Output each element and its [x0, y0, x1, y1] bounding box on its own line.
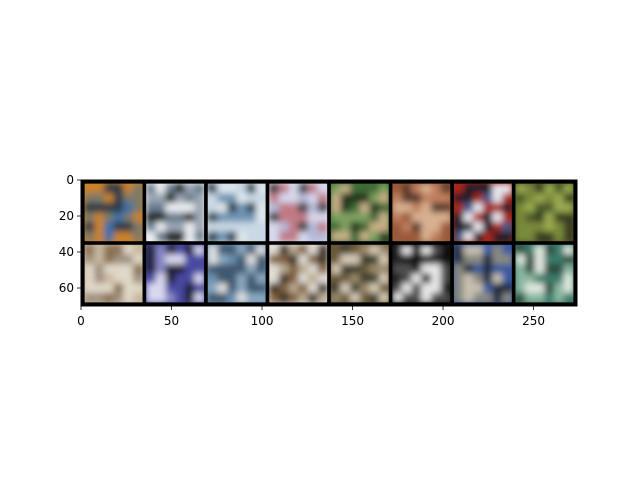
image-tile-r1c5	[330, 183, 389, 242]
image-tile-r1c3	[207, 183, 266, 242]
image-tile-r1c2	[146, 183, 205, 242]
x-tick-label: 200	[432, 314, 455, 328]
image-tile-r2c1	[84, 244, 143, 303]
x-tick-label: 50	[164, 314, 179, 328]
image-tile-r2c6	[392, 244, 451, 303]
y-tick-label: 0	[66, 173, 74, 187]
x-tick-label: 0	[77, 314, 85, 328]
image-tile-r2c4	[269, 244, 328, 303]
y-axis: 0 20 40 60	[59, 173, 81, 295]
y-tick-label: 60	[59, 281, 74, 295]
x-axis: 0 50 100 150 200 250	[77, 306, 545, 328]
image-tile-r1c7	[453, 183, 512, 242]
y-tick-label: 20	[59, 209, 74, 223]
image-tile-r2c3	[207, 244, 266, 303]
axes-frame	[80, 179, 578, 307]
y-tick-label: 40	[59, 245, 74, 259]
image-tile-r1c4	[269, 183, 328, 242]
x-tick-label: 250	[522, 314, 545, 328]
image-tile-r1c1	[84, 183, 143, 242]
image-tile-r1c8	[515, 183, 574, 242]
image-tile-r2c7	[453, 244, 512, 303]
x-tick-label: 100	[251, 314, 274, 328]
image-tile-r2c5	[330, 244, 389, 303]
image-tile-r1c6	[392, 183, 451, 242]
image-tiles	[84, 183, 574, 303]
image-tile-r2c2	[146, 244, 205, 303]
x-tick-label: 150	[341, 314, 364, 328]
image-tile-r2c8	[515, 244, 574, 303]
